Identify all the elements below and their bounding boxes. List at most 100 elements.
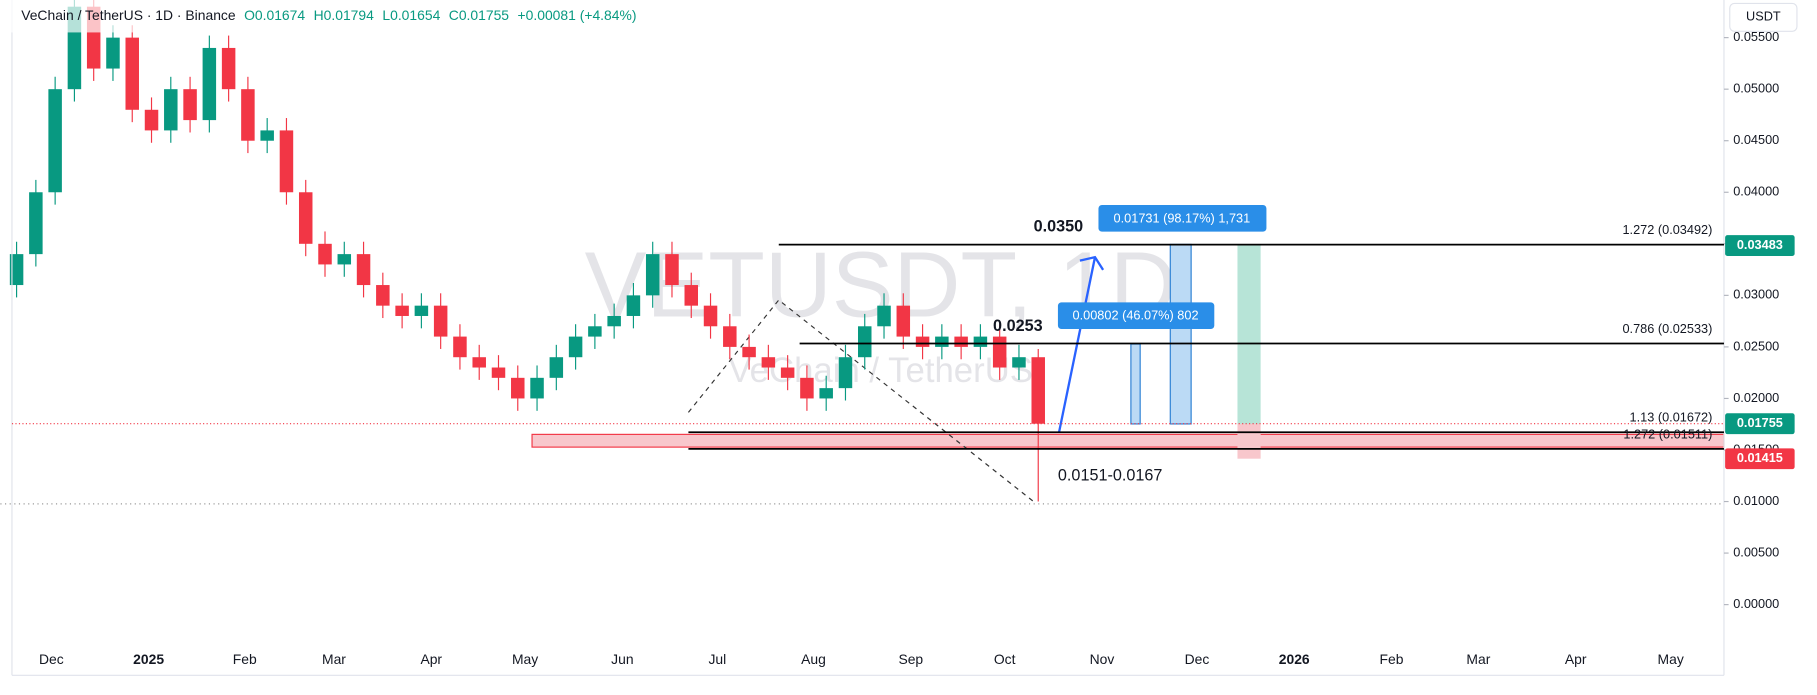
currency-button[interactable]: [1729, 2, 1798, 32]
watermark-subtitle: VeChain / TetherUS: [728, 352, 1033, 390]
candle-body: [202, 47, 217, 121]
x-tick-label: Jul: [708, 651, 726, 667]
x-tick-label: May: [512, 651, 538, 667]
candle-body: [568, 336, 583, 358]
x-tick-label: Aug: [801, 651, 826, 667]
price-tag: [1725, 235, 1795, 256]
x-tick-label: May: [1658, 651, 1684, 667]
candle-body: [607, 315, 621, 327]
y-tick-label: 0.01000: [1733, 493, 1779, 508]
currency[interactable]: USDT: [1746, 9, 1781, 24]
candle-body: [954, 336, 968, 347]
candle-body: [703, 305, 718, 327]
candle-body: [588, 326, 602, 337]
x-tick-label: 2026: [1279, 651, 1310, 667]
measure-label: 0.01731 (98.17%) 1,731: [1114, 210, 1251, 225]
level-label: 0.786 (0.02533): [1622, 321, 1712, 336]
candle-body: [279, 130, 294, 193]
candle-body: [530, 377, 544, 399]
candle-body: [29, 192, 43, 255]
candle-body: [935, 336, 949, 347]
candle-body: [800, 377, 814, 399]
candle-body: [723, 326, 737, 347]
candle-body: [645, 254, 660, 296]
candle-body: [318, 243, 332, 265]
level-label: 1.272 (0.03492): [1622, 222, 1712, 237]
candle-body: [376, 285, 390, 306]
y-tick-label: 0.05000: [1733, 81, 1779, 96]
candle-body: [973, 336, 988, 347]
header-bg: [0, 0, 696, 33]
level-label: 1.272 (0.01511): [1623, 426, 1712, 441]
candle-body: [1012, 357, 1026, 368]
y-tick-label: 0.00500: [1733, 544, 1779, 559]
plot: [9, 0, 1045, 502]
candle-body: [260, 130, 274, 141]
x-tick-label: Nov: [1090, 651, 1115, 667]
y-tick-label: 0.03000: [1733, 287, 1779, 302]
candle-body: [626, 295, 641, 316]
symbol: VeChain / TetherUS · 1D · Binance: [21, 7, 236, 23]
candle-body: [453, 336, 467, 358]
x-tick-label: Jun: [611, 651, 633, 667]
ohlc-change: +0.00081 (+4.84%): [518, 7, 637, 23]
candle-body: [838, 357, 853, 389]
x-tick-label: Dec: [39, 651, 64, 667]
annotation: 0.0151-0.0167: [1058, 466, 1163, 484]
candle-body: [337, 254, 352, 265]
arrow: [1057, 256, 1097, 433]
annotation: 0.0350: [1034, 217, 1084, 235]
candle-body: [164, 89, 178, 131]
candle-body: [433, 305, 448, 337]
candle-body: [684, 285, 699, 306]
measure-band: [1169, 243, 1192, 425]
measure-label-box: [1098, 205, 1267, 232]
y-tick-label: 0.00000: [1733, 596, 1779, 611]
long-loss: [1237, 423, 1261, 459]
long-profit: [1237, 244, 1261, 424]
candle-body: [819, 388, 833, 399]
candle-body: [221, 47, 236, 90]
x-tick-label: Feb: [1380, 651, 1404, 667]
candle-body: [414, 305, 429, 316]
price-tag-label: 0.03483: [1737, 237, 1783, 252]
candle-body: [992, 336, 1007, 368]
candle-body: [144, 109, 159, 131]
measure-band: [1130, 343, 1141, 425]
price-tag: [1725, 413, 1795, 435]
candle-body: [298, 192, 313, 244]
price-tag-label: 0.01415: [1737, 450, 1783, 465]
candle-body: [780, 367, 795, 378]
candle-body: [896, 305, 911, 337]
candle-body: [857, 326, 872, 358]
level-label: 1.13 (0.01672): [1630, 410, 1713, 425]
candle-body: [1031, 357, 1045, 424]
price-tag: [1725, 448, 1795, 470]
candle-body: [742, 346, 756, 358]
candle-body: [549, 357, 564, 378]
y-tick-label: 0.02000: [1733, 390, 1779, 405]
candle-body: [761, 357, 776, 368]
candle-body: [48, 89, 62, 193]
arrow-head: [1079, 255, 1105, 271]
candle-body: [472, 357, 486, 368]
x-tick-label: Dec: [1185, 651, 1210, 667]
y-tick-label: 0.04000: [1733, 184, 1779, 199]
candle-body: [665, 254, 679, 286]
candle-body: [491, 367, 506, 378]
x-tick-label: Feb: [233, 651, 257, 667]
candle-body: [915, 336, 930, 347]
candle-body: [877, 305, 891, 327]
candle-body: [9, 254, 24, 286]
x-tick-label: Sep: [898, 651, 923, 667]
x-tick-label: 2025: [133, 651, 164, 667]
x-tick-label: Oct: [994, 651, 1016, 667]
y-tick-label: 0.02500: [1733, 338, 1779, 353]
ohlc-open: O0.01674: [244, 7, 305, 23]
candle-body: [241, 89, 255, 141]
x-tick-label: Apr: [1565, 651, 1587, 667]
annotation: 0.0253: [993, 317, 1043, 335]
